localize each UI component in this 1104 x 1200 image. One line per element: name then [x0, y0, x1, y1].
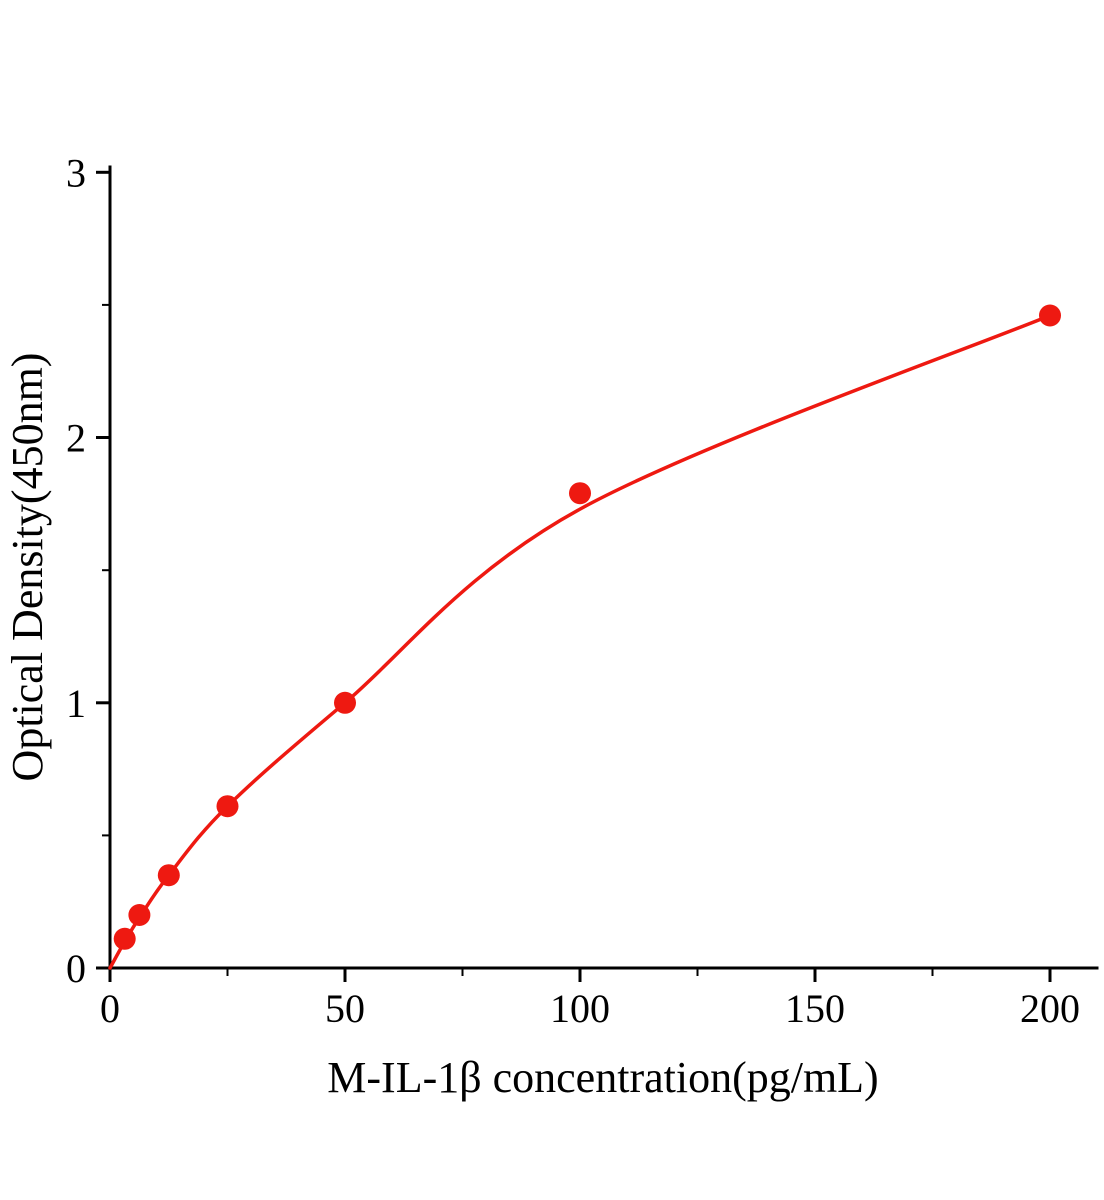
data-point — [157, 864, 180, 887]
data-points — [113, 304, 1061, 950]
x-tick-label: 0 — [100, 986, 120, 1031]
data-point — [334, 691, 356, 714]
major-ticks — [96, 170, 1052, 982]
y-tick-label: 0 — [66, 946, 86, 991]
data-point — [113, 927, 136, 950]
data-point — [128, 904, 151, 926]
x-axis-label: M-IL-1β concentration(pg/mL) — [327, 1053, 878, 1102]
minor-ticks — [102, 303, 934, 976]
data-point — [216, 795, 239, 818]
x-tick-label: 100 — [550, 986, 610, 1031]
x-tick-label: 150 — [785, 986, 845, 1031]
y-tick-label: 1 — [66, 681, 86, 726]
data-point — [1039, 304, 1061, 327]
x-tick-label: 50 — [325, 986, 365, 1031]
tick-labels: 0 50 100 150 200 0 1 2 3 — [66, 150, 1080, 1031]
x-tick-label: 200 — [1020, 986, 1080, 1031]
y-tick-label: 3 — [66, 150, 86, 195]
fitted-curve — [108, 313, 1052, 970]
y-tick-label: 2 — [66, 416, 86, 461]
y-axis-label: Optical Density(450nm) — [3, 353, 52, 782]
data-point — [569, 482, 591, 505]
